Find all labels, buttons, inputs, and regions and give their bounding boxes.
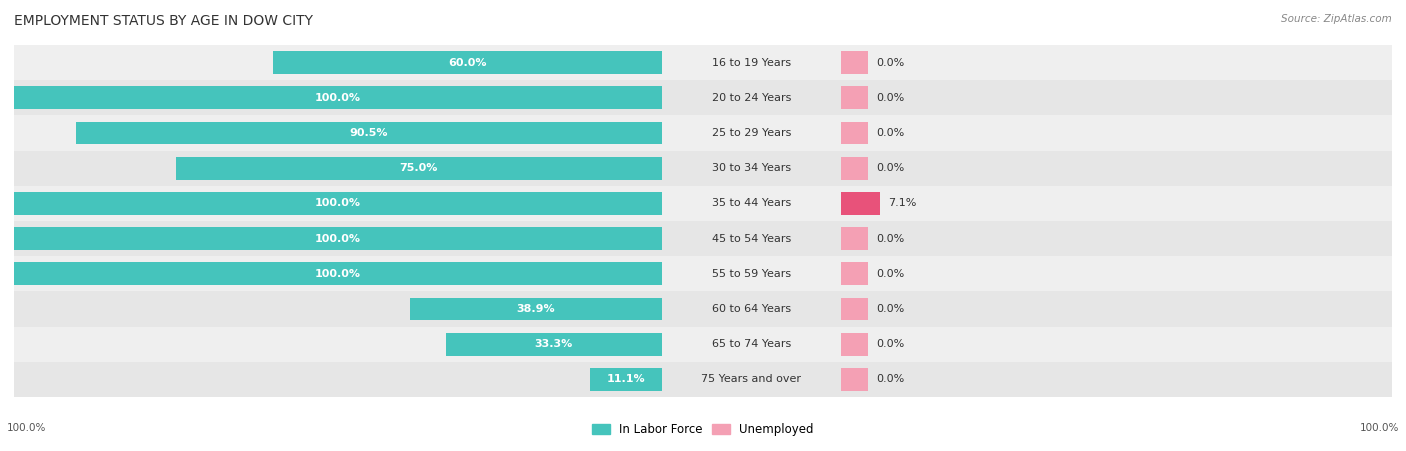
Bar: [589, 368, 662, 391]
Bar: [14, 87, 662, 109]
Text: 45 to 54 Years: 45 to 54 Years: [711, 234, 790, 244]
Text: 60.0%: 60.0%: [449, 58, 486, 68]
Bar: [14, 227, 662, 250]
Text: 33.3%: 33.3%: [534, 339, 574, 349]
Bar: [662, 186, 841, 221]
Text: 100.0%: 100.0%: [1360, 423, 1399, 433]
Text: 0.0%: 0.0%: [876, 339, 905, 349]
Bar: [841, 333, 869, 355]
Bar: [841, 192, 880, 215]
Text: EMPLOYMENT STATUS BY AGE IN DOW CITY: EMPLOYMENT STATUS BY AGE IN DOW CITY: [14, 14, 314, 28]
Text: 0.0%: 0.0%: [876, 269, 905, 279]
Text: 75 Years and over: 75 Years and over: [702, 374, 801, 384]
Bar: [841, 115, 1392, 151]
Bar: [841, 298, 869, 320]
Text: 100.0%: 100.0%: [315, 198, 361, 208]
Bar: [841, 157, 869, 179]
Bar: [841, 87, 869, 109]
Bar: [841, 221, 1392, 256]
Bar: [14, 45, 662, 80]
Bar: [841, 327, 1392, 362]
Bar: [662, 80, 841, 115]
Text: 90.5%: 90.5%: [349, 128, 388, 138]
Bar: [14, 262, 662, 285]
Bar: [841, 51, 869, 74]
Text: 7.1%: 7.1%: [889, 198, 917, 208]
Text: 0.0%: 0.0%: [876, 304, 905, 314]
Text: 20 to 24 Years: 20 to 24 Years: [711, 93, 792, 103]
Bar: [662, 151, 841, 186]
Bar: [662, 362, 841, 397]
Text: 100.0%: 100.0%: [315, 269, 361, 279]
Text: 65 to 74 Years: 65 to 74 Years: [711, 339, 790, 349]
Bar: [76, 122, 662, 144]
Bar: [14, 192, 662, 215]
Bar: [841, 122, 869, 144]
Text: 30 to 34 Years: 30 to 34 Years: [711, 163, 790, 173]
Text: 55 to 59 Years: 55 to 59 Years: [711, 269, 790, 279]
Bar: [841, 362, 1392, 397]
Bar: [176, 157, 662, 179]
Bar: [14, 362, 662, 397]
Bar: [662, 256, 841, 291]
Bar: [662, 45, 841, 80]
Bar: [841, 151, 1392, 186]
Text: Source: ZipAtlas.com: Source: ZipAtlas.com: [1281, 14, 1392, 23]
Bar: [14, 327, 662, 362]
Bar: [841, 262, 869, 285]
Bar: [14, 186, 662, 221]
Text: 0.0%: 0.0%: [876, 374, 905, 384]
Text: 0.0%: 0.0%: [876, 163, 905, 173]
Text: 100.0%: 100.0%: [315, 93, 361, 103]
Text: 11.1%: 11.1%: [606, 374, 645, 384]
Text: 35 to 44 Years: 35 to 44 Years: [711, 198, 790, 208]
Bar: [841, 45, 1392, 80]
Bar: [841, 186, 1392, 221]
Bar: [14, 256, 662, 291]
Text: 100.0%: 100.0%: [7, 423, 46, 433]
Text: 25 to 29 Years: 25 to 29 Years: [711, 128, 792, 138]
Bar: [662, 327, 841, 362]
Text: 38.9%: 38.9%: [516, 304, 555, 314]
Legend: In Labor Force, Unemployed: In Labor Force, Unemployed: [588, 418, 818, 441]
Bar: [409, 298, 662, 320]
Bar: [841, 256, 1392, 291]
Text: 100.0%: 100.0%: [315, 234, 361, 244]
Bar: [841, 368, 869, 391]
Bar: [662, 221, 841, 256]
Text: 0.0%: 0.0%: [876, 234, 905, 244]
Bar: [14, 151, 662, 186]
Bar: [14, 115, 662, 151]
Text: 60 to 64 Years: 60 to 64 Years: [711, 304, 790, 314]
Text: 16 to 19 Years: 16 to 19 Years: [711, 58, 790, 68]
Bar: [841, 80, 1392, 115]
Bar: [446, 333, 662, 355]
Bar: [841, 227, 869, 250]
Text: 0.0%: 0.0%: [876, 128, 905, 138]
Bar: [273, 51, 662, 74]
Text: 75.0%: 75.0%: [399, 163, 439, 173]
Bar: [662, 115, 841, 151]
Bar: [14, 221, 662, 256]
Bar: [14, 291, 662, 327]
Bar: [14, 80, 662, 115]
Bar: [662, 291, 841, 327]
Text: 0.0%: 0.0%: [876, 58, 905, 68]
Text: 0.0%: 0.0%: [876, 93, 905, 103]
Bar: [841, 291, 1392, 327]
